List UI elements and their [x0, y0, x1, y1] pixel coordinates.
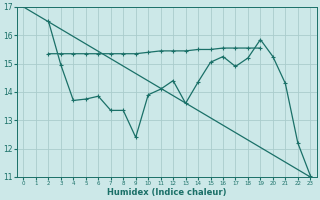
X-axis label: Humidex (Indice chaleur): Humidex (Indice chaleur): [107, 188, 227, 197]
